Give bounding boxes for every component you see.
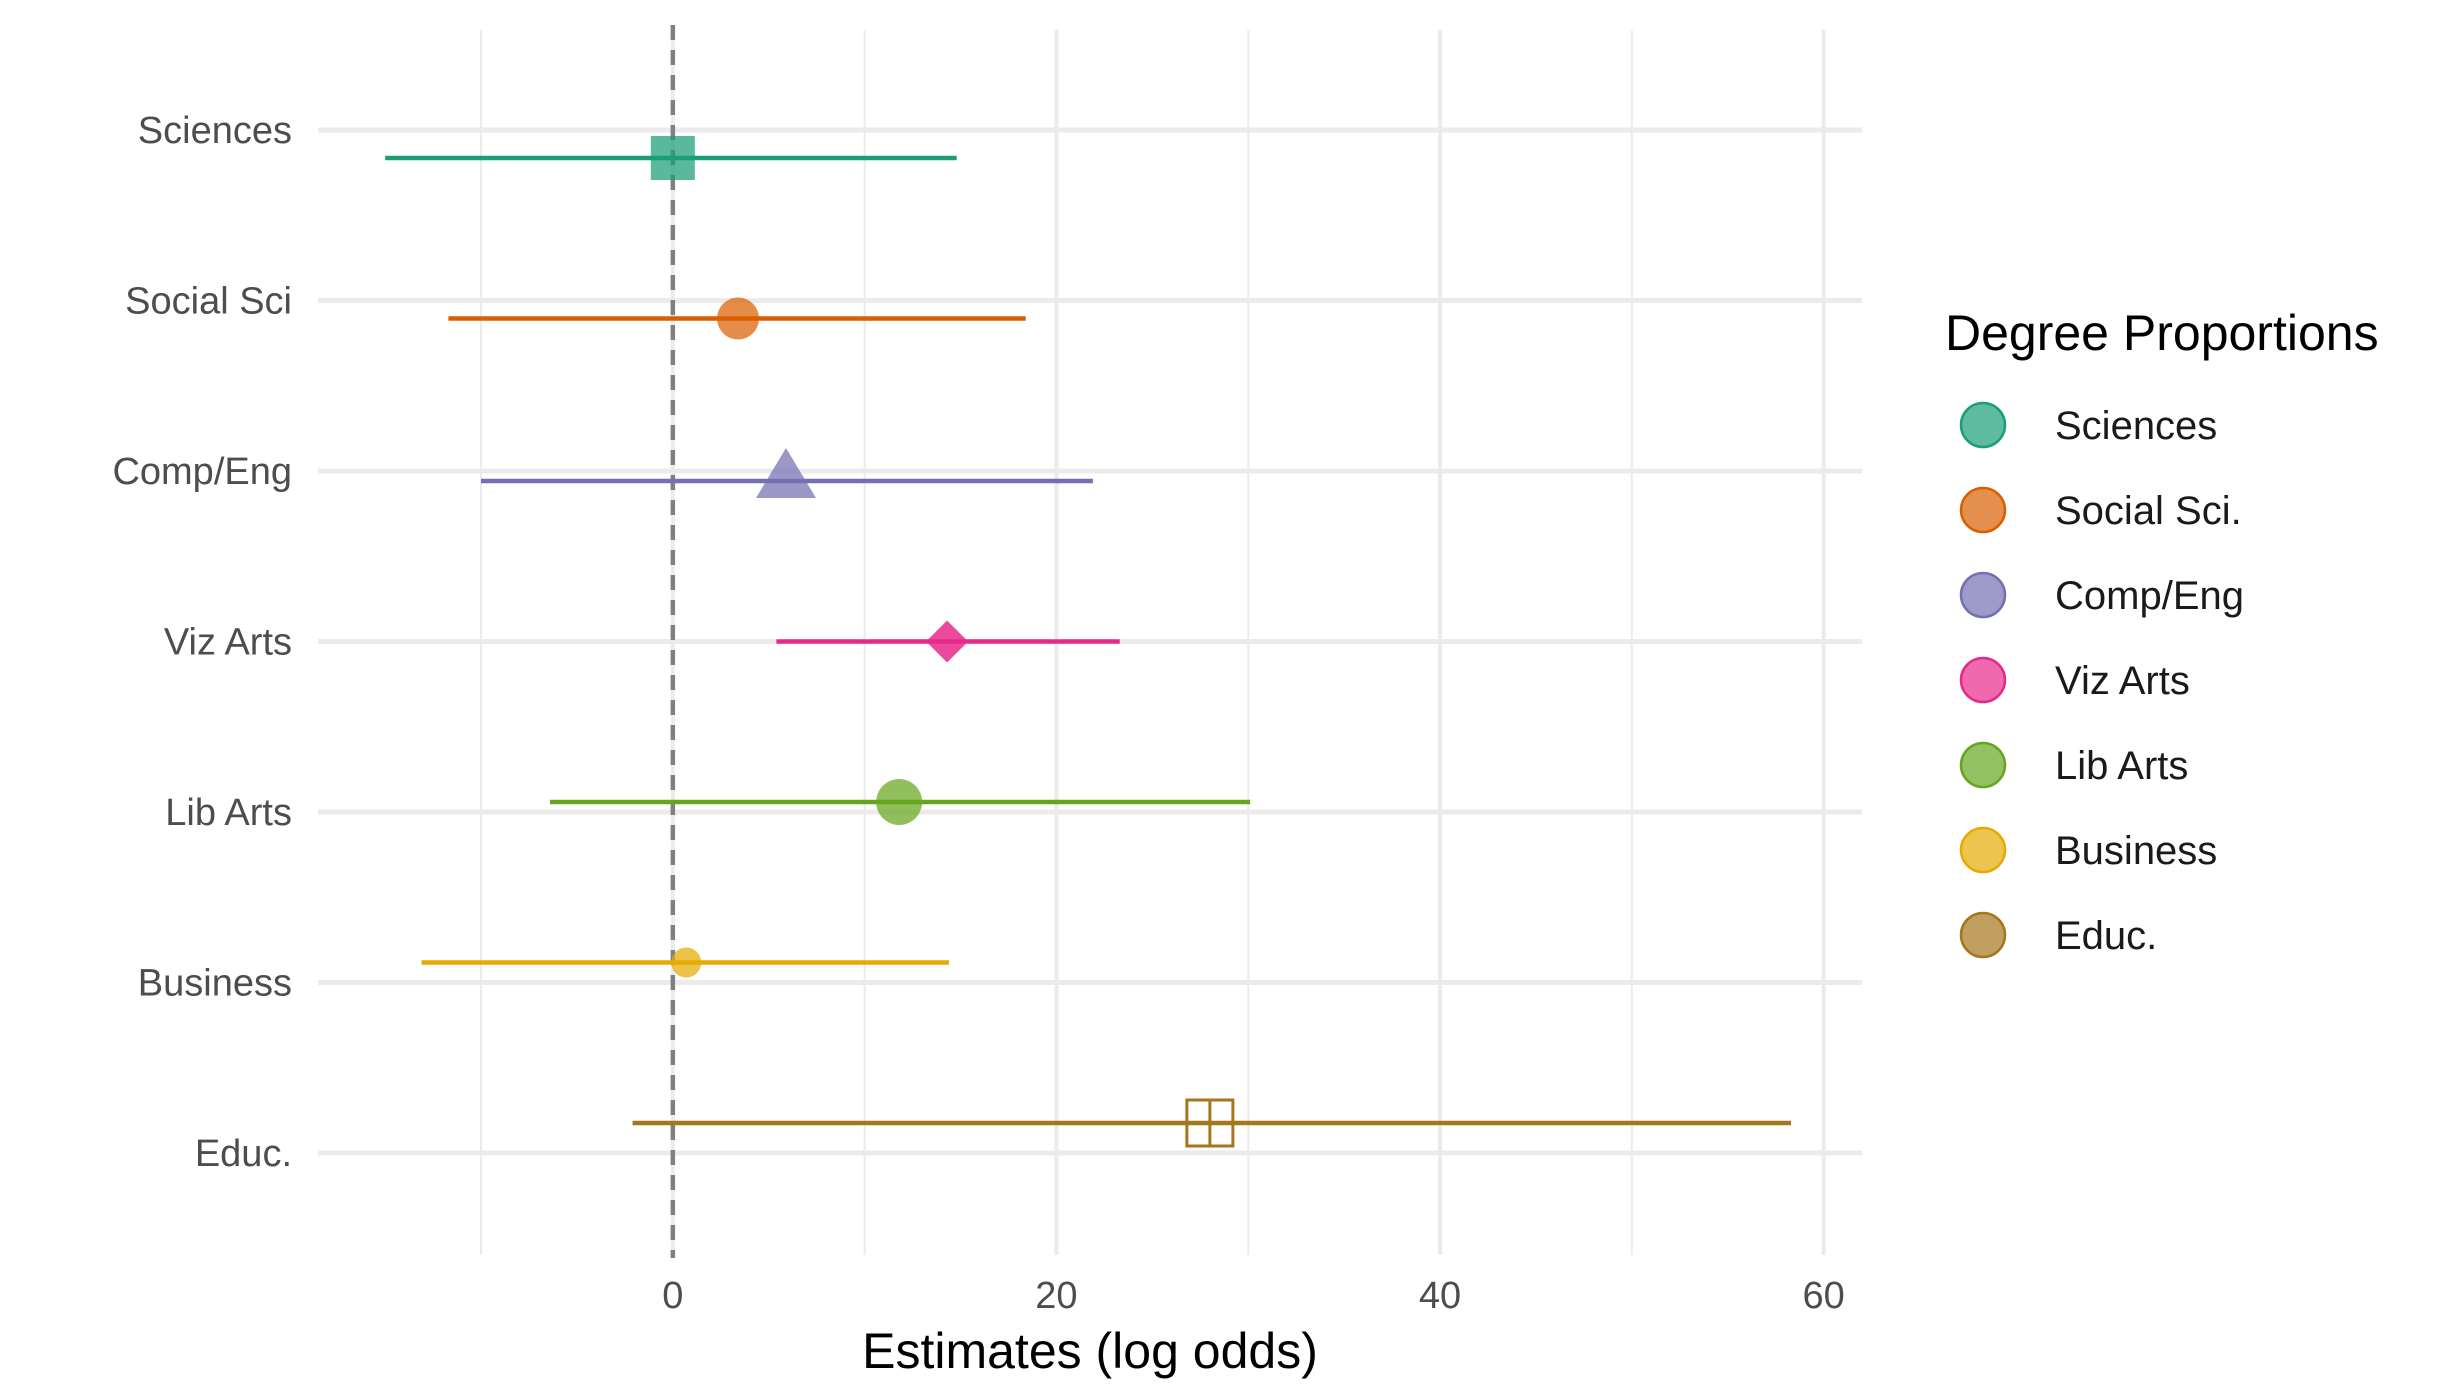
legend-key	[1959, 741, 2007, 789]
grid-lines	[318, 30, 1862, 1255]
y-tick-label: Business	[138, 963, 292, 1005]
x-tick-label: 60	[1802, 1275, 1844, 1317]
y-tick-label: Sciences	[138, 110, 292, 152]
y-tick-label: Social Sci	[125, 281, 292, 323]
x-tick-labels: 0 20 40 60	[662, 1275, 1845, 1317]
legend-entries: Sciences Social Sci. Comp/Eng Viz Arts Lib A…	[1959, 401, 2244, 959]
legend-label: Business	[2055, 829, 2217, 873]
legend-key	[1959, 826, 2007, 874]
series-marks	[385, 136, 1792, 1148]
estimate-point	[717, 297, 760, 340]
legend-label: Social Sci.	[2055, 489, 2242, 533]
estimate-point	[876, 779, 923, 825]
x-axis-label: Estimates (log odds)	[862, 1323, 1318, 1379]
legend-label: Educ.	[2055, 914, 2157, 958]
legend-key	[1959, 911, 2007, 959]
legend-label: Comp/Eng	[2055, 574, 2244, 618]
y-tick-label: Educ.	[195, 1133, 292, 1175]
x-tick-label: 40	[1419, 1275, 1461, 1317]
y-tick-label: Lib Arts	[165, 792, 292, 834]
y-tick-labels: Sciences Social Sci Comp/Eng Viz Arts Lib Ar…	[112, 110, 292, 1175]
legend-label: Sciences	[2055, 404, 2217, 448]
legend: Degree Proportions Sciences Social Sci. Co…	[1945, 305, 2379, 959]
estimate-point	[650, 136, 695, 180]
y-tick-label: Comp/Eng	[112, 451, 292, 493]
x-tick-label: 0	[662, 1275, 683, 1317]
legend-title: Degree Proportions	[1945, 305, 2379, 361]
legend-key	[1959, 571, 2007, 619]
estimate-point	[1185, 1098, 1235, 1148]
legend-key	[1959, 401, 2007, 449]
estimate-point	[926, 620, 969, 663]
estimate-point	[755, 448, 816, 498]
y-tick-label: Viz Arts	[164, 622, 292, 664]
legend-key	[1959, 656, 2007, 704]
legend-label: Viz Arts	[2055, 659, 2190, 703]
x-tick-label: 20	[1035, 1275, 1077, 1317]
legend-key	[1959, 486, 2007, 534]
estimate-point	[671, 947, 702, 978]
legend-label: Lib Arts	[2055, 744, 2188, 788]
